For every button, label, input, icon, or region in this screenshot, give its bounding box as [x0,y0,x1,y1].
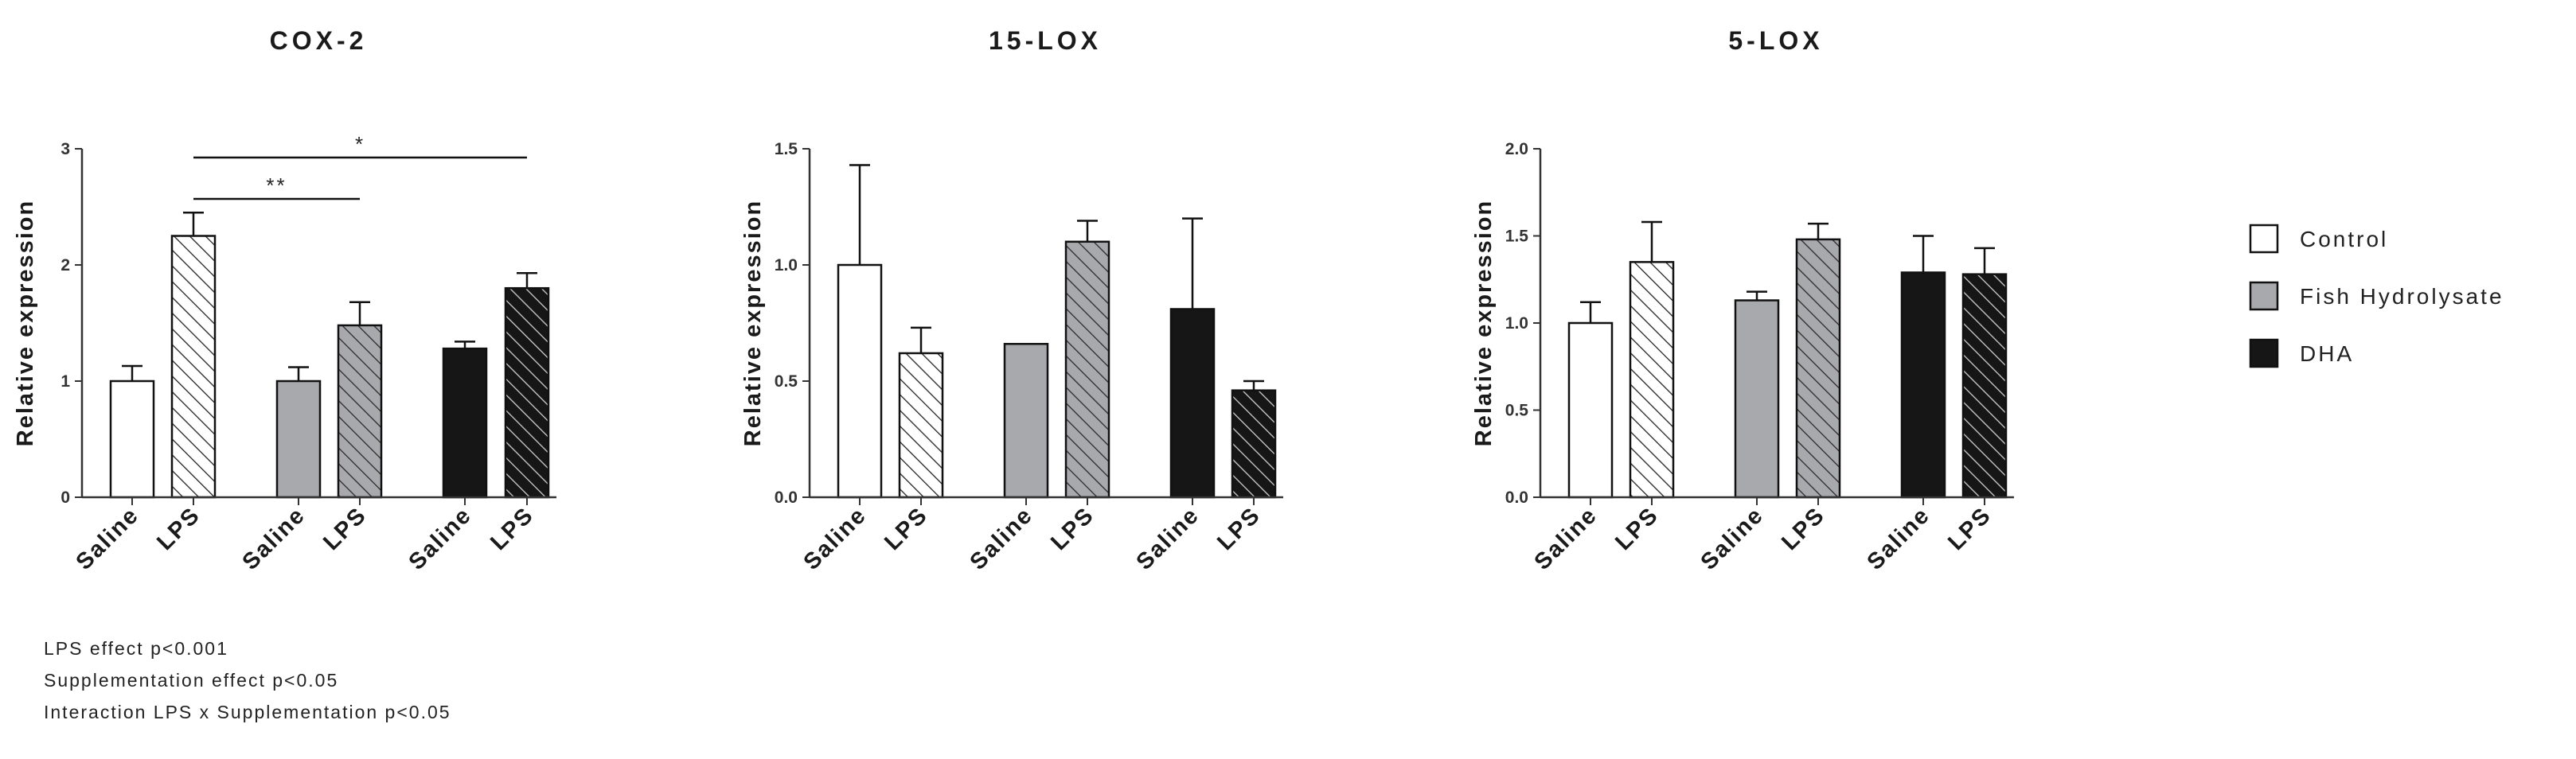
x-tick-label: Saline [798,502,872,575]
y-tick-label: 3 [60,140,70,158]
bar-dha-lps [1231,389,1277,499]
y-tick-label: 0.0 [1505,488,1528,507]
bar-control-lps [898,352,944,499]
x-tick-label: LPS [1212,502,1266,555]
bar-control-lps [1629,261,1675,499]
bar-fish-hydrolysate-saline [275,380,322,499]
bar-fish-hydrolysate-lps [337,324,383,499]
x-tick-label: Saline [237,502,310,575]
legend-label: Fish Hydrolysate [2300,284,2504,309]
x-tick-label: Saline [1529,502,1602,575]
bar-dha-lps [1961,273,2008,499]
legend-swatch-control [2249,224,2279,254]
bar-dha-saline [1169,308,1216,499]
x-tick-label: LPS [1610,502,1664,555]
y-tick-label: 0.0 [775,488,798,507]
chart-title: COX-2 [270,26,368,55]
stats-note-lps: LPS effect p<0.001 [44,638,228,659]
significance-label: ** [266,173,287,197]
bar-dha-saline [1900,271,1946,499]
legend-label: Control [2300,227,2388,251]
y-tick-label: 0 [60,488,70,507]
bar-control-saline [837,263,883,499]
x-tick-label: LPS [880,502,933,555]
bar-dha-lps [504,286,550,499]
y-axis-label: Relative expression [1471,200,1497,446]
y-tick-label: 1.0 [775,256,798,274]
x-tick-label: LPS [1046,502,1099,555]
bar-fish-hydrolysate-lps [1064,240,1110,499]
y-tick-label: 1.5 [775,140,798,158]
y-tick-label: 0.5 [775,372,798,391]
legend-swatch-fish-hydrolysate [2249,281,2279,311]
bar-fish-hydrolysate-saline [1003,343,1049,499]
bar-control-saline [1567,321,1614,499]
legend: Control Fish Hydrolysate DHA [2249,224,2504,368]
y-tick-label: 1.5 [1505,228,1529,246]
chart-panel-15-lox: 15-LOX 0.0 0.5 1.0 1.5 Relative expression Sal… [740,26,1283,575]
bar-control-saline [109,380,155,499]
x-tick-label: LPS [1777,502,1830,555]
stats-note-interaction: Interaction LPS x Supplementation p<0.05 [44,702,451,722]
y-tick-label: 1 [60,372,70,391]
bar-fish-hydrolysate-saline [1734,299,1780,499]
x-tick-label: Saline [1862,502,1935,575]
x-tick-label: Saline [965,502,1038,575]
chart-title: 15-LOX [989,26,1102,55]
bar-fish-hydrolysate-lps [1795,238,1841,499]
x-tick-label: LPS [486,502,539,555]
y-tick-label: 2.0 [1505,140,1528,158]
y-tick-label: 0.5 [1505,402,1529,420]
x-tick-label: LPS [1943,502,1996,555]
x-tick-label: Saline [404,502,477,575]
legend-swatch-dha [2249,338,2279,368]
y-tick-label: 2 [60,256,70,274]
bar-control-lps [170,235,217,499]
chart-panel-5-lox: 5-LOX 0.0 0.5 1.0 1.5 2.0 Relative expression S… [1471,26,2014,575]
y-axis-label: Relative expression [740,200,766,446]
x-tick-label: LPS [152,502,205,555]
y-axis-label: Relative expression [13,200,38,446]
significance-label: * [355,132,365,156]
x-tick-label: Saline [71,502,144,575]
x-tick-label: LPS [318,502,372,555]
chart-title: 5-LOX [1728,26,1823,55]
stats-note-supplementation: Supplementation effect p<0.05 [44,670,339,691]
x-tick-label: Saline [1696,502,1769,575]
y-tick-label: 1.0 [1505,314,1528,333]
bar-dha-saline [442,347,488,499]
legend-label: DHA [2300,341,2354,366]
x-tick-label: Saline [1131,502,1204,575]
